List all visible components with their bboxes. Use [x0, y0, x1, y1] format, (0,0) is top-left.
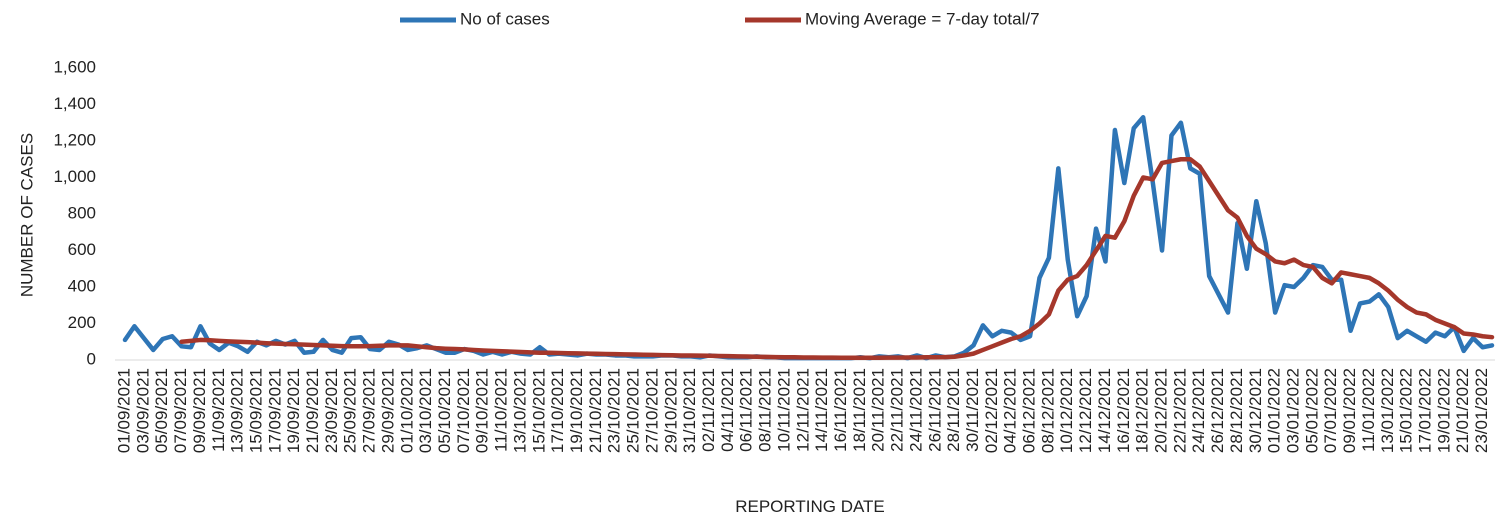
- x-tick-label: 12/11/2021: [793, 368, 812, 452]
- x-tick-label: 30/12/2021: [1246, 368, 1265, 453]
- x-tick-label: 24/12/2021: [1189, 368, 1208, 453]
- legend-label: No of cases: [460, 9, 550, 28]
- x-tick-label: 05/10/2021: [435, 368, 454, 453]
- y-tick-label: 1,200: [53, 130, 96, 149]
- y-tick-label: 200: [68, 313, 96, 332]
- x-tick-label: 01/01/2022: [1265, 368, 1284, 453]
- x-tick-label: 21/09/2021: [303, 368, 322, 453]
- x-tick-label: 10/11/2021: [774, 368, 793, 452]
- x-tick-label: 13/10/2021: [510, 368, 529, 453]
- x-tick-label: 21/10/2021: [586, 368, 605, 453]
- y-tick-label: 800: [68, 203, 96, 222]
- x-tick-label: 08/11/2021: [756, 368, 775, 452]
- x-tick-label: 11/01/2022: [1359, 368, 1378, 452]
- x-tick-label: 01/09/2021: [114, 368, 133, 453]
- x-tick-label: 14/12/2021: [1095, 368, 1114, 453]
- x-tick-label: 11/10/2021: [492, 368, 511, 452]
- x-tick-label: 02/11/2021: [699, 368, 718, 452]
- y-axis-title: NUMBER OF CASES: [17, 133, 36, 297]
- x-tick-label: 05/01/2022: [1302, 368, 1321, 453]
- y-tick-label: 1,000: [53, 167, 96, 186]
- x-tick-label: 03/01/2022: [1284, 368, 1303, 453]
- x-tick-label: 17/01/2022: [1415, 368, 1434, 453]
- x-tick-label: 13/01/2022: [1378, 368, 1397, 453]
- x-tick-label: 15/10/2021: [529, 368, 548, 453]
- x-tick-label: 20/12/2021: [1152, 368, 1171, 453]
- x-tick-label: 19/10/2021: [567, 368, 586, 453]
- y-tick-label: 0: [87, 349, 96, 368]
- x-tick-label: 25/09/2021: [341, 368, 360, 453]
- x-tick-label: 16/11/2021: [831, 368, 850, 452]
- x-tick-label: 14/11/2021: [812, 368, 831, 452]
- x-tick-label: 04/11/2021: [718, 368, 737, 452]
- x-tick-label: 27/09/2021: [360, 368, 379, 453]
- y-tick-label: 1,400: [53, 94, 96, 113]
- x-tick-label: 28/12/2021: [1227, 368, 1246, 453]
- x-tick-label: 01/10/2021: [397, 368, 416, 453]
- x-tick-label: 23/10/2021: [605, 368, 624, 453]
- x-tick-label: 18/12/2021: [1133, 368, 1152, 453]
- x-tick-label: 12/12/2021: [1076, 368, 1095, 453]
- x-tick-label: 04/12/2021: [1001, 368, 1020, 453]
- x-tick-label: 13/09/2021: [228, 368, 247, 453]
- x-tick-label: 28/11/2021: [944, 368, 963, 452]
- series-line: [179, 157, 1495, 361]
- x-tick-label: 19/09/2021: [284, 368, 303, 453]
- x-tick-label: 22/11/2021: [888, 368, 907, 452]
- x-tick-label: 23/09/2021: [322, 368, 341, 453]
- series-line: [122, 115, 1495, 361]
- x-tick-label: 08/12/2021: [1038, 368, 1057, 453]
- legend-label: Moving Average = 7-day total/7: [805, 9, 1040, 28]
- x-axis-title: REPORTING DATE: [735, 497, 885, 516]
- x-tick-label: 18/11/2021: [850, 368, 869, 452]
- x-tick-label: 31/10/2021: [680, 368, 699, 453]
- x-tick-label: 15/09/2021: [246, 368, 265, 453]
- x-tick-label: 06/11/2021: [737, 368, 756, 452]
- x-tick-label: 10/12/2021: [1057, 368, 1076, 453]
- x-tick-label: 19/01/2022: [1434, 368, 1453, 453]
- x-tick-label: 22/12/2021: [1170, 368, 1189, 453]
- x-tick-label: 15/01/2022: [1397, 368, 1416, 453]
- x-tick-label: 03/09/2021: [133, 368, 152, 453]
- x-tick-label: 30/11/2021: [963, 368, 982, 452]
- x-tick-label: 26/12/2021: [1208, 368, 1227, 453]
- x-tick-label: 06/12/2021: [1020, 368, 1039, 453]
- x-tick-label: 29/09/2021: [378, 368, 397, 453]
- x-tick-label: 05/09/2021: [152, 368, 171, 453]
- x-tick-label: 23/01/2022: [1472, 368, 1491, 453]
- x-tick-label: 24/11/2021: [906, 368, 925, 452]
- x-tick-label: 02/12/2021: [982, 368, 1001, 453]
- x-tick-label: 26/11/2021: [925, 368, 944, 452]
- x-tick-label: 07/10/2021: [454, 368, 473, 453]
- x-tick-label: 03/10/2021: [416, 368, 435, 453]
- x-tick-label: 17/09/2021: [265, 368, 284, 453]
- x-tick-label: 25/10/2021: [624, 368, 643, 453]
- x-tick-label: 27/10/2021: [642, 368, 661, 453]
- x-tick-label: 09/10/2021: [473, 368, 492, 453]
- y-tick-label: 600: [68, 240, 96, 259]
- x-tick-label: 21/01/2022: [1453, 368, 1472, 453]
- x-tick-label: 09/01/2022: [1340, 368, 1359, 453]
- x-tick-label: 11/09/2021: [209, 368, 228, 452]
- x-tick-label: 07/01/2022: [1321, 368, 1340, 453]
- y-tick-label: 400: [68, 276, 96, 295]
- x-tick-label: 29/10/2021: [661, 368, 680, 453]
- y-tick-label: 1,600: [53, 57, 96, 76]
- x-tick-label: 20/11/2021: [869, 368, 888, 452]
- x-tick-label: 16/12/2021: [1114, 368, 1133, 453]
- x-tick-label: 09/09/2021: [190, 368, 209, 453]
- x-tick-label: 17/10/2021: [548, 368, 567, 453]
- x-tick-label: 07/09/2021: [171, 368, 190, 453]
